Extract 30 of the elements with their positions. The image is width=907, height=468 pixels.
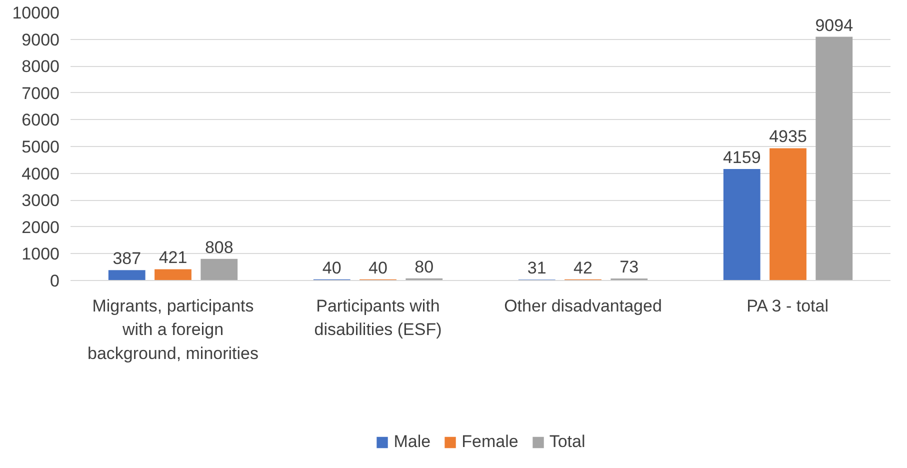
y-tick-label: 5000: [22, 138, 60, 156]
data-label: 40: [322, 258, 342, 278]
x-tick-label: PA 3 - total: [746, 296, 828, 316]
y-tick-label: 8000: [22, 57, 60, 76]
legend-label: Female: [462, 432, 518, 452]
y-tick-label: 4000: [22, 164, 60, 184]
y-tick-label: 3000: [22, 191, 60, 210]
data-label: 421: [158, 248, 188, 268]
y-tick-label: 10000: [12, 4, 60, 22]
data-label: 4159: [722, 148, 761, 168]
data-label: 73: [620, 258, 639, 277]
data-label: 808: [204, 238, 234, 257]
y-tick-label: 6000: [22, 110, 60, 130]
data-label: 387: [112, 249, 142, 268]
data-label: 80: [414, 257, 434, 276]
data-label: 4935: [769, 127, 807, 146]
x-tick-label: Other disadvantaged: [504, 296, 662, 316]
legend-label: Total: [549, 432, 586, 452]
data-label: 9094: [815, 16, 854, 35]
y-tick-label: 1000: [22, 244, 60, 264]
data-label: 31: [527, 258, 546, 278]
y-tick-label: 9000: [22, 30, 60, 50]
data-label: 40: [368, 258, 388, 278]
y-tick-label: 2000: [22, 218, 60, 237]
x-tick-label: Migrants, participants with a foreign background, minorities: [87, 296, 259, 363]
x-tick-label: Participants with disabilities (ESF): [314, 296, 442, 340]
data-label: 42: [574, 258, 592, 278]
legend-label: Male: [394, 432, 431, 452]
y-tick-label: 0: [50, 272, 60, 290]
y-tick-label: 7000: [22, 84, 60, 103]
